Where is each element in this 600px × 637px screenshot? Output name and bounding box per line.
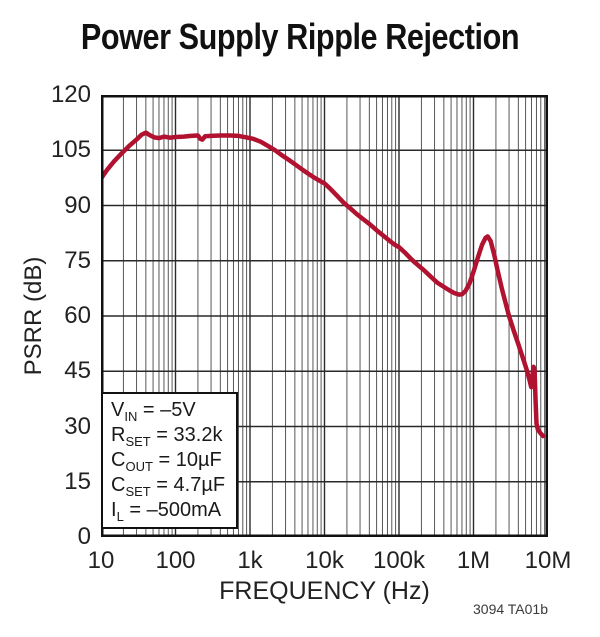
plot-area: VIN = –5V RSET = 33.2k COUT = 10µF CSET = 4…	[101, 95, 548, 537]
x-tick-label: 100k	[372, 547, 426, 574]
condition-line: RSET = 33.2k	[111, 424, 223, 449]
y-tick-label: 75	[64, 246, 91, 274]
x-tick-label: 10M	[524, 547, 572, 574]
chart-canvas	[101, 95, 548, 537]
condition-line: IL = –500mA	[111, 499, 222, 524]
x-tick-label: 1k	[237, 547, 263, 574]
condition-line: VIN = –5V	[111, 399, 196, 424]
y-tick-label: 90	[64, 191, 91, 219]
y-tick-label: 15	[64, 467, 91, 495]
y-tick-label: 60	[64, 302, 91, 329]
y-tick-label: 45	[64, 357, 91, 385]
figure-note: 3094 TA01b	[473, 601, 548, 617]
chart-title: Power Supply Ripple Rejection	[80, 16, 520, 57]
plot-frame	[101, 95, 548, 537]
y-tick-label: 105	[50, 136, 91, 164]
conditions-box: VIN = –5V RSET = 33.2k COUT = 10µF CSET = 4…	[101, 392, 238, 529]
x-tick-label: 10k	[305, 547, 344, 574]
x-tick-label: 100	[155, 547, 196, 574]
x-tick-label: 1M	[456, 547, 491, 574]
y-tick-label: 30	[64, 412, 91, 440]
y-tick-label: 0	[77, 523, 91, 550]
condition-line: COUT = 10µF	[111, 449, 222, 474]
y-tick-label: 120	[50, 81, 91, 108]
x-axis-title: FREQUENCY (Hz)	[219, 577, 430, 605]
x-tick-label: 10	[87, 547, 115, 574]
condition-line: CSET = 4.7µF	[111, 474, 226, 499]
psrr-curve	[101, 130, 546, 439]
